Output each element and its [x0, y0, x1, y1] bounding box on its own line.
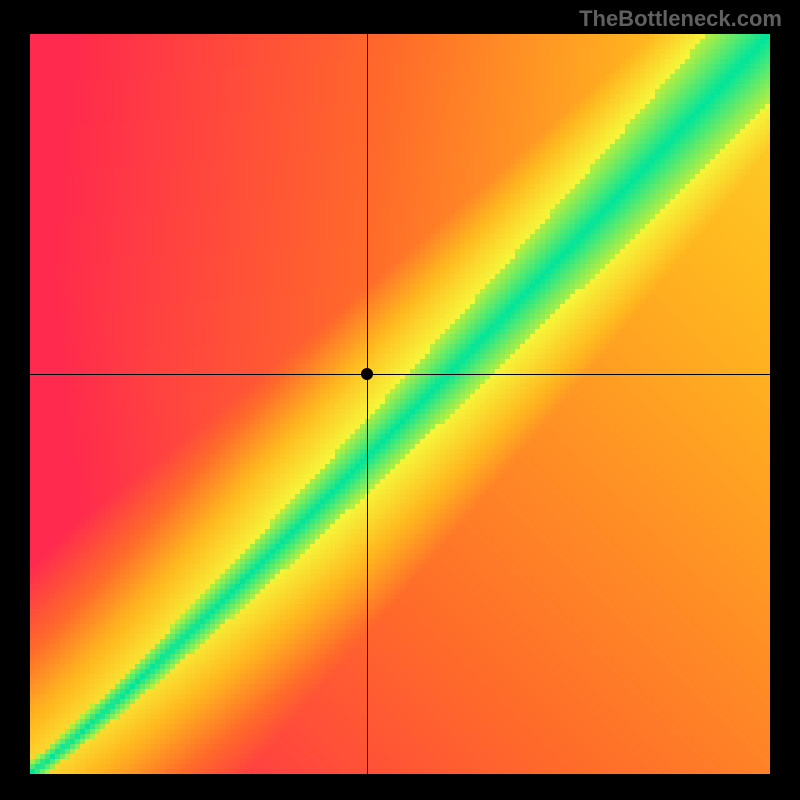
crosshair-vertical: [367, 34, 368, 774]
heatmap-canvas: [30, 34, 770, 774]
data-point-marker: [361, 368, 373, 380]
plot-area: [30, 34, 770, 774]
crosshair-horizontal: [30, 374, 770, 375]
plot-outer-frame: [28, 32, 772, 776]
watermark-text: TheBottleneck.com: [579, 6, 782, 32]
